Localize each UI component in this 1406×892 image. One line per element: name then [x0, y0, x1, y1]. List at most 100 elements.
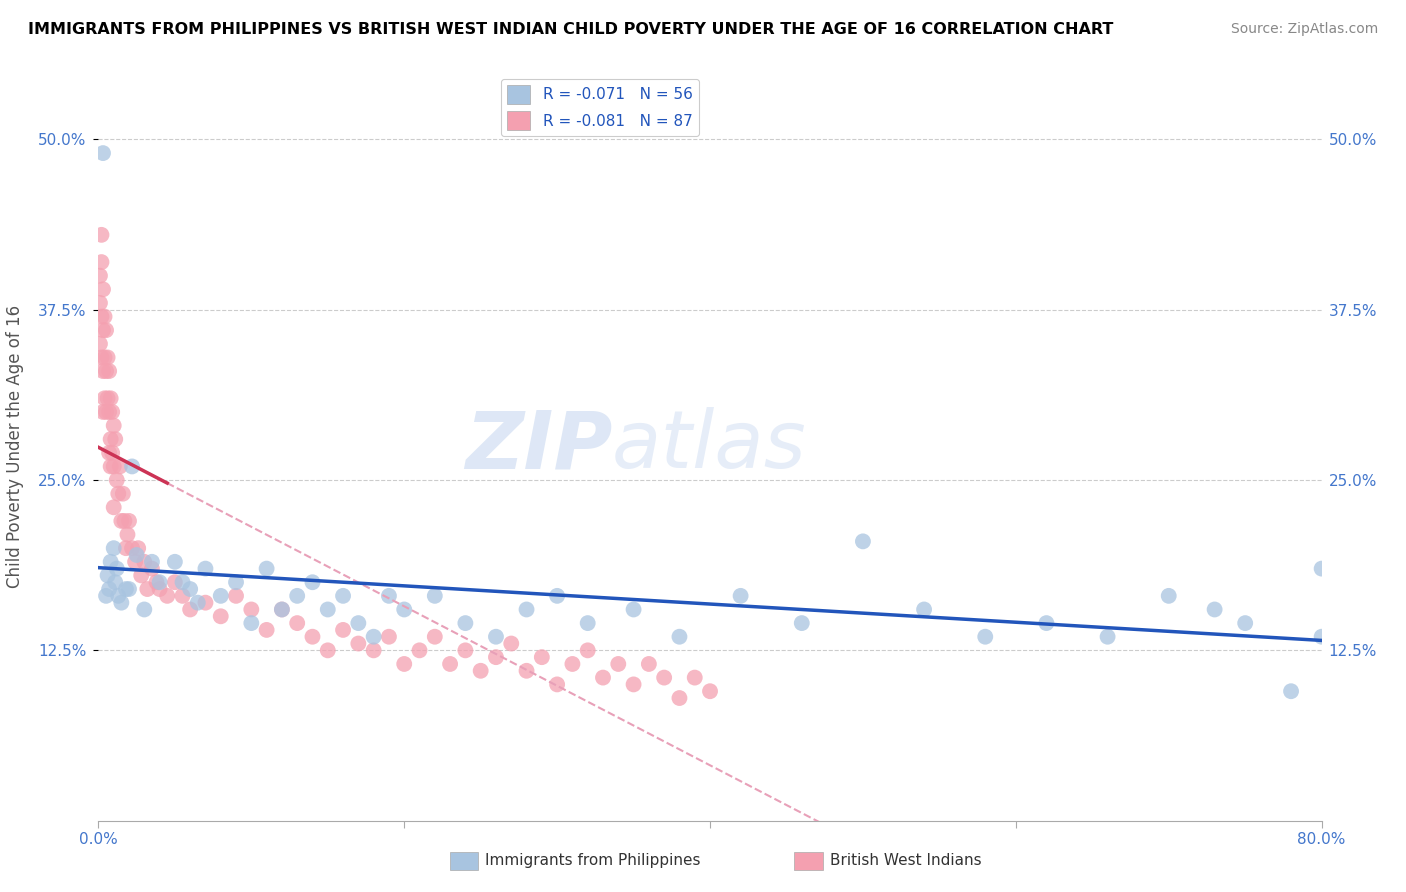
Point — [1157, 589, 1180, 603]
Point — [301, 630, 323, 644]
Point — [730, 589, 752, 603]
Point — [112, 514, 135, 528]
Point — [91, 364, 114, 378]
Point — [145, 575, 167, 590]
Point — [332, 589, 354, 603]
Point — [101, 405, 124, 419]
Point — [91, 405, 114, 419]
Point — [100, 392, 122, 406]
Point — [98, 446, 121, 460]
Point — [103, 459, 125, 474]
Point — [97, 392, 120, 406]
Point — [561, 657, 583, 671]
Text: atlas: atlas — [612, 407, 807, 485]
Point — [209, 609, 232, 624]
Point — [101, 446, 124, 460]
Point — [97, 351, 120, 365]
Point — [623, 602, 645, 616]
Point — [347, 636, 370, 650]
Point — [107, 486, 129, 500]
Point — [94, 364, 117, 378]
Point — [90, 255, 112, 269]
Point — [105, 473, 128, 487]
Point — [516, 664, 538, 678]
Point — [110, 514, 132, 528]
Point — [683, 671, 706, 685]
Point — [111, 486, 134, 500]
Point — [136, 582, 159, 596]
Point — [141, 561, 163, 575]
Point — [129, 568, 152, 582]
Point — [93, 310, 115, 324]
Text: Source: ZipAtlas.com: Source: ZipAtlas.com — [1230, 22, 1378, 37]
Point — [149, 575, 172, 590]
Point — [392, 602, 416, 616]
Point — [115, 582, 138, 596]
Point — [209, 589, 232, 603]
Point — [270, 602, 292, 616]
Point — [974, 630, 997, 644]
Point — [94, 323, 117, 337]
Point — [103, 500, 125, 515]
Point — [90, 351, 112, 365]
Point — [316, 602, 339, 616]
Point — [179, 602, 201, 616]
Point — [501, 636, 523, 650]
Point — [408, 643, 430, 657]
Point — [187, 596, 209, 610]
Point — [103, 418, 125, 433]
Point — [156, 589, 179, 603]
Point — [1279, 684, 1302, 698]
Point — [105, 561, 128, 575]
Text: IMMIGRANTS FROM PHILIPPINES VS BRITISH WEST INDIAN CHILD POVERTY UNDER THE AGE O: IMMIGRANTS FROM PHILIPPINES VS BRITISH W… — [28, 22, 1114, 37]
Point — [652, 671, 675, 685]
Point — [285, 589, 308, 603]
Point — [149, 582, 172, 596]
Point — [454, 643, 477, 657]
Point — [117, 527, 139, 541]
Point — [546, 677, 568, 691]
Point — [332, 623, 354, 637]
Point — [1234, 616, 1257, 631]
Point — [240, 616, 263, 631]
Point — [98, 405, 121, 419]
Point — [89, 296, 111, 310]
Point — [423, 630, 446, 644]
Point — [118, 514, 141, 528]
Point — [270, 602, 292, 616]
Point — [98, 582, 121, 596]
Point — [100, 432, 122, 446]
Point — [392, 657, 416, 671]
Point — [141, 555, 163, 569]
Point — [89, 336, 111, 351]
Point — [347, 616, 370, 631]
Point — [104, 432, 127, 446]
Point — [485, 630, 508, 644]
Point — [103, 541, 125, 556]
Point — [912, 602, 935, 616]
Point — [163, 555, 186, 569]
Point — [225, 575, 247, 590]
Point — [576, 616, 599, 631]
Point — [637, 657, 661, 671]
Point — [316, 643, 339, 657]
Point — [378, 589, 401, 603]
Point — [115, 541, 138, 556]
Point — [852, 534, 875, 549]
Point — [93, 351, 115, 365]
Point — [1097, 630, 1119, 644]
Point — [93, 392, 115, 406]
Point — [90, 227, 112, 242]
Text: ZIP: ZIP — [465, 407, 612, 485]
Point — [194, 561, 217, 575]
Point — [454, 616, 477, 631]
Point — [363, 643, 385, 657]
Text: Immigrants from Philippines: Immigrants from Philippines — [485, 854, 700, 868]
Point — [121, 459, 143, 474]
Point — [1310, 561, 1333, 575]
Point — [1204, 602, 1226, 616]
Point — [108, 459, 131, 474]
Point — [172, 575, 194, 590]
Point — [91, 323, 114, 337]
Point — [668, 630, 690, 644]
